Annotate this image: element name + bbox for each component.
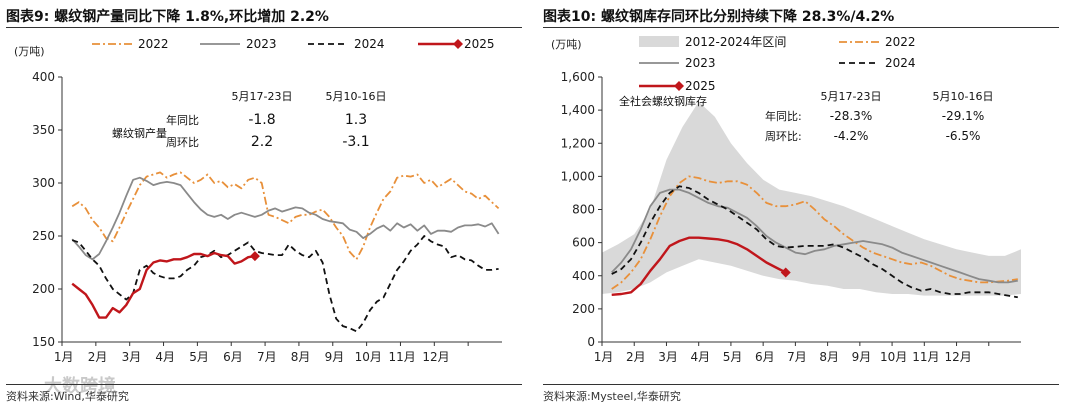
legend-label: 2023	[246, 37, 277, 51]
annotation-header: 5月10-16日	[933, 90, 994, 103]
x-tick-label: 10月	[355, 350, 382, 364]
legend-label: 2023	[685, 56, 716, 70]
x-tick-label: 11月	[912, 350, 939, 364]
chart-svg-production: 150 200 250 300 350 400 1月 2月 3月 4月 5月 6月 7月 8月 9月 10月 1…	[14, 37, 502, 397]
x-tick-label: 4月	[155, 350, 175, 364]
legend-swatch-band	[639, 36, 679, 47]
annotation-value: -28.3%	[830, 109, 872, 123]
x-tick-label: 5月	[189, 350, 209, 364]
legend-label: 2024	[354, 37, 385, 51]
annotation-value: 1.3	[345, 112, 367, 128]
annotation-value: 2.2	[251, 134, 273, 150]
x-tick-label: 2月	[626, 350, 646, 364]
x-tick-label: 8月	[291, 350, 311, 364]
chart-panel-production: 图表9: 螺纹钢产量同比下降 1.8%,环比增加 2.2% 150 200 250 3…	[0, 0, 528, 406]
y-tick-label: 1,200	[561, 136, 595, 150]
series-line-2023	[71, 176, 500, 261]
x-tick-label: 2月	[88, 350, 108, 364]
range-band-area	[602, 101, 1021, 296]
legend-marker-2025	[453, 39, 463, 49]
annotation-row-label: 周环比:	[765, 130, 802, 143]
x-tick-label: 9月	[852, 350, 872, 364]
legend-label: 2025	[685, 79, 716, 93]
chart-title: 图表10: 螺纹钢库存同环比分别持续下降 28.3%/4.2%	[543, 9, 895, 25]
source-divider	[6, 384, 522, 385]
source-note: 资料来源:Mysteel,华泰研究	[543, 390, 681, 403]
annotation-header: 5月17-23日	[232, 90, 293, 103]
series-end-marker-2025	[249, 251, 260, 262]
legend-marker-2025	[674, 81, 684, 91]
x-tick-label: 7月	[787, 350, 807, 364]
series-line-2024	[71, 235, 499, 333]
title-divider	[543, 27, 1059, 28]
y-tick-label: 600	[572, 236, 595, 250]
series-line-2024	[611, 185, 1018, 299]
y-tick-label: 250	[32, 229, 55, 243]
y-tick-label: 400	[572, 269, 595, 283]
annotation-side-label: 螺纹钢产量	[112, 126, 167, 140]
x-tick-label: 7月	[257, 350, 277, 364]
x-tick-label: 11月	[389, 350, 416, 364]
y-tick-label: 1,000	[561, 169, 595, 183]
y-tick-label: 1,400	[561, 103, 595, 117]
annotation-value: -6.5%	[946, 129, 981, 143]
legend-label: 2012-2024年区间	[685, 35, 786, 49]
legend-label: 2022	[138, 37, 169, 51]
watermark-text: 大数跨境	[44, 375, 116, 397]
chart-title: 图表9: 螺纹钢产量同比下降 1.8%,环比增加 2.2%	[6, 9, 329, 25]
series-line-2022	[611, 175, 1018, 290]
annotation-value: -1.8	[248, 112, 275, 128]
legend-label: 2022	[885, 35, 916, 49]
y-tick-label: 350	[32, 123, 55, 137]
annotation-header: 5月17-23日	[821, 90, 882, 103]
x-tick-label: 6月	[223, 350, 243, 364]
series-line-2025	[71, 251, 256, 319]
legend-label: 2024	[885, 56, 916, 70]
x-tick-label: 5月	[723, 350, 743, 364]
y-tick-label: 200	[32, 282, 55, 296]
chart-panel-inventory: 图表10: 螺纹钢库存同环比分别持续下降 28.3%/4.2% 0 200 400 6…	[537, 0, 1065, 406]
annotation-row-label: 年同比	[166, 113, 199, 127]
series-line-2023	[611, 188, 1018, 284]
y-tick-label: 150	[32, 335, 55, 349]
x-tick-label: 12月	[945, 350, 972, 364]
y-tick-label: 800	[572, 203, 595, 217]
x-tick-label: 8月	[819, 350, 839, 364]
x-tick-label: 9月	[325, 350, 345, 364]
annotation-side-label: 全社会螺纹钢库存	[619, 94, 707, 108]
series-line-2022	[71, 171, 500, 261]
chart-svg-inventory: 0 200 400 600 800 1,000 1,200 1,400 1,600 1月 2月 3月 4…	[551, 35, 1021, 364]
x-tick-label: 1月	[594, 350, 614, 364]
annotation-row-label: 周环比	[166, 136, 199, 149]
x-tick-label: 10月	[880, 350, 907, 364]
y-unit-label: (万吨)	[14, 45, 45, 58]
y-tick-label: 1,600	[561, 70, 595, 84]
annotation-value: -4.2%	[834, 129, 869, 143]
x-tick-label: 6月	[755, 350, 775, 364]
y-tick-label: 0	[587, 335, 595, 349]
annotation-value: -29.1%	[942, 109, 984, 123]
y-tick-label: 200	[572, 302, 595, 316]
x-tick-label: 1月	[54, 350, 74, 364]
y-tick-label: 300	[32, 176, 55, 190]
title-divider	[6, 27, 522, 28]
x-tick-label: 3月	[122, 350, 142, 364]
annotation-header: 5月10-16日	[326, 90, 387, 103]
y-tick-label: 400	[32, 70, 55, 84]
source-note: 资料来源:Wind,华泰研究	[6, 390, 129, 403]
legend-label: 2025	[464, 37, 495, 51]
annotation-value: -3.1	[342, 134, 369, 150]
x-tick-label: 3月	[658, 350, 678, 364]
x-tick-label: 4月	[690, 350, 710, 364]
y-unit-label: (万吨)	[551, 38, 582, 51]
annotation-row-label: 年同比:	[765, 109, 802, 123]
series-line-2025	[611, 236, 787, 296]
source-divider	[543, 384, 1059, 385]
series-end-marker-2025	[780, 267, 791, 278]
x-tick-label: 12月	[422, 350, 449, 364]
